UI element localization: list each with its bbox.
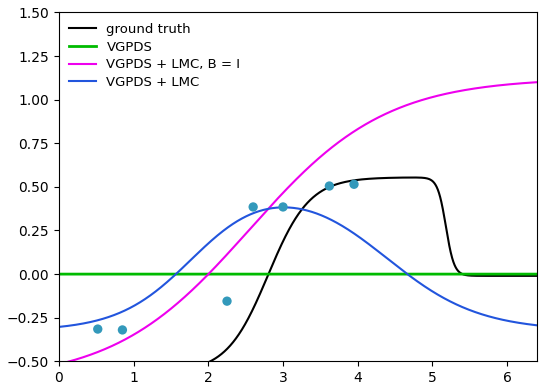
ground truth <box>288 223 295 227</box>
Point <box>222 298 231 304</box>
ground truth <box>276 248 282 252</box>
Point <box>325 183 333 189</box>
VGPDS <box>520 272 527 276</box>
ground truth <box>55 370 62 375</box>
Point <box>249 204 257 210</box>
VGPDS + LMC <box>281 205 287 210</box>
ground truth <box>432 183 439 188</box>
VGPDS + LMC, B = I <box>275 195 282 200</box>
VGPDS + LMC <box>534 323 540 328</box>
VGPDS + LMC <box>520 321 527 326</box>
ground truth <box>80 374 86 378</box>
VGPDS + LMC, B = I <box>534 80 540 85</box>
Point <box>279 204 287 210</box>
Line: VGPDS + LMC, B = I: VGPDS + LMC, B = I <box>59 82 537 364</box>
Point <box>94 326 102 332</box>
VGPDS <box>80 272 86 276</box>
VGPDS + LMC, B = I <box>288 182 295 187</box>
VGPDS <box>534 272 540 276</box>
VGPDS + LMC, B = I <box>80 355 86 359</box>
VGPDS + LMC, B = I <box>520 81 526 85</box>
Point <box>118 327 127 333</box>
VGPDS <box>432 272 438 276</box>
VGPDS + LMC <box>55 325 62 329</box>
VGPDS + LMC <box>288 205 295 210</box>
ground truth <box>521 274 527 278</box>
VGPDS + LMC, B = I <box>432 94 438 99</box>
VGPDS + LMC <box>520 321 527 326</box>
VGPDS <box>275 272 282 276</box>
VGPDS + LMC, B = I <box>520 81 527 85</box>
VGPDS + LMC <box>80 321 86 326</box>
ground truth <box>520 274 527 278</box>
VGPDS + LMC <box>275 205 282 210</box>
Legend: ground truth, VGPDS, VGPDS + LMC, B = I, VGPDS + LMC: ground truth, VGPDS, VGPDS + LMC, B = I,… <box>65 19 244 93</box>
ground truth <box>534 274 540 278</box>
VGPDS <box>520 272 526 276</box>
VGPDS <box>55 272 62 276</box>
VGPDS <box>288 272 295 276</box>
VGPDS + LMC <box>432 291 439 296</box>
Point <box>350 181 358 187</box>
VGPDS + LMC, B = I <box>55 362 62 367</box>
Line: VGPDS + LMC: VGPDS + LMC <box>59 207 537 327</box>
Line: ground truth: ground truth <box>59 178 537 392</box>
ground truth <box>410 175 416 180</box>
